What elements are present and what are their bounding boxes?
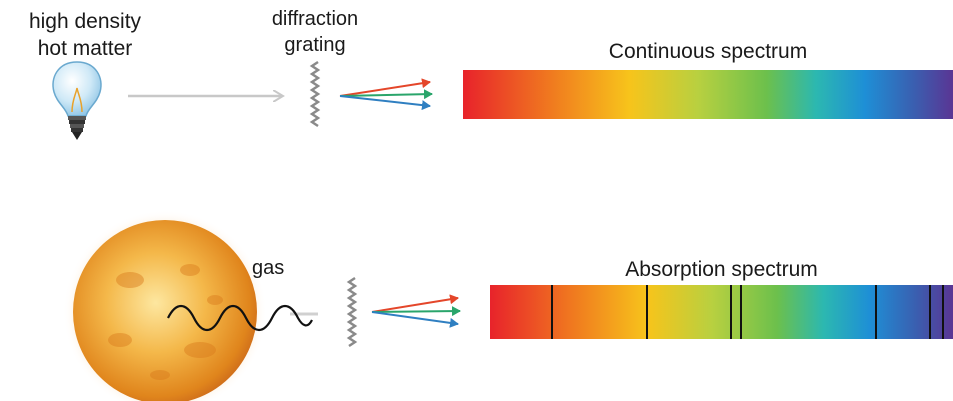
continuous-spectrum-title: Continuous spectrum — [608, 40, 808, 63]
absorption-spectrum-bar — [490, 285, 953, 339]
continuous-spectrum-bar — [463, 70, 953, 119]
diffraction-grating-bottom — [346, 276, 358, 348]
absorption-spectrum-title: Absorption spectrum — [625, 258, 818, 281]
grating-label: diffraction grating — [255, 6, 375, 58]
grating-label-line1: diffraction — [271, 8, 359, 30]
source-label-line1: high density — [28, 10, 142, 33]
grating-label-line2: grating — [284, 34, 346, 56]
source-label-line2: hot matter — [37, 37, 133, 60]
source-label: high density hot matter — [10, 8, 160, 62]
wave-icon — [167, 304, 318, 332]
gas-label: gas — [252, 257, 285, 279]
dispersed-rays-bottom — [371, 294, 461, 328]
diffraction-grating-top — [309, 60, 321, 128]
sun-icon — [63, 210, 267, 401]
dispersed-rays-top — [339, 78, 433, 111]
light-bulb-icon — [52, 61, 102, 140]
